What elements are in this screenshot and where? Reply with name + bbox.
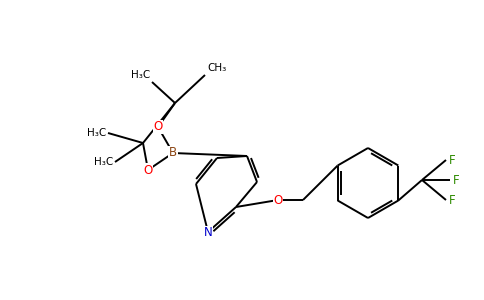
Text: H₃C: H₃C (87, 128, 106, 138)
Text: F: F (449, 194, 455, 206)
Text: B: B (169, 146, 177, 160)
Text: H₃C: H₃C (131, 70, 150, 80)
Text: CH₃: CH₃ (207, 63, 226, 73)
Text: H₃C: H₃C (94, 157, 113, 167)
Text: F: F (453, 173, 460, 187)
Text: N: N (204, 226, 212, 239)
Text: O: O (143, 164, 152, 176)
Text: O: O (273, 194, 283, 206)
Text: F: F (449, 154, 455, 166)
Text: O: O (153, 121, 163, 134)
